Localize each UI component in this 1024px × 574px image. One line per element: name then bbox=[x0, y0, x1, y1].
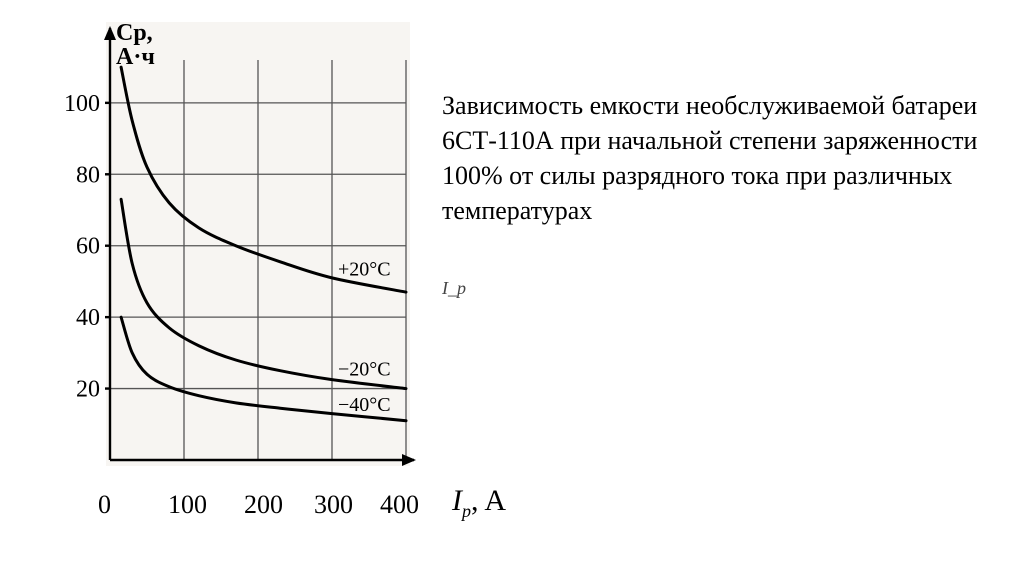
svg-text:Ср,: Ср, bbox=[116, 20, 153, 46]
svg-text:80: 80 bbox=[76, 162, 100, 188]
series-label--40°C: −40°C bbox=[338, 394, 391, 416]
chart-caption: Зависимость емкости необслуживаемой бата… bbox=[442, 88, 982, 228]
svg-text:20: 20 bbox=[76, 377, 100, 403]
series-label-+20°C: +20°C bbox=[338, 258, 391, 280]
sub-variable-label: I_p bbox=[442, 278, 466, 299]
x-tick-400: 400 bbox=[380, 490, 419, 520]
svg-text:100: 100 bbox=[64, 91, 100, 117]
x-tick-200: 200 bbox=[244, 490, 283, 520]
x-tick-0: 0 bbox=[98, 490, 111, 520]
page: 20406080100Ср,А·ч+20°C−20°C−40°C Зависим… bbox=[0, 0, 1024, 574]
svg-text:60: 60 bbox=[76, 234, 100, 260]
series-label--20°C: −20°C bbox=[338, 358, 391, 380]
svg-text:40: 40 bbox=[76, 305, 100, 331]
x-tick-300: 300 bbox=[314, 490, 353, 520]
x-tick-100: 100 bbox=[168, 490, 207, 520]
capacity-vs-current-chart: 20406080100Ср,А·ч+20°C−20°C−40°C bbox=[40, 18, 420, 478]
x-axis-label: Ip, A bbox=[452, 484, 506, 522]
